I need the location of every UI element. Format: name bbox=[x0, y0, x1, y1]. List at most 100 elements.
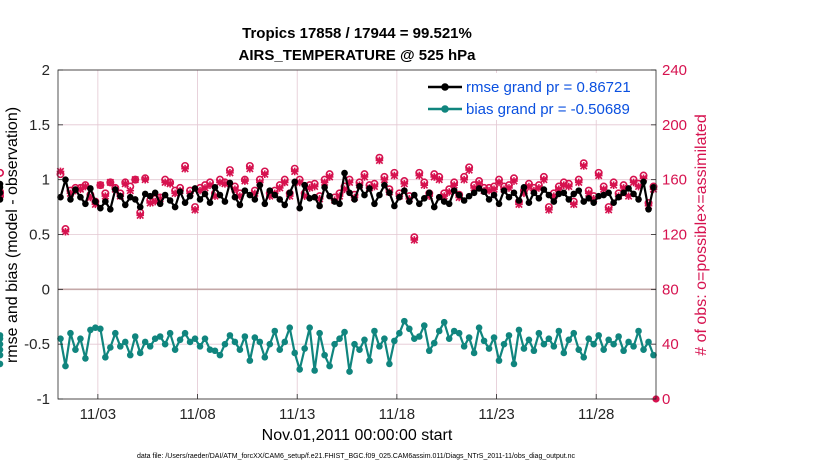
bias-point bbox=[306, 324, 313, 332]
bias-point bbox=[0, 346, 4, 353]
bias-point bbox=[136, 349, 144, 357]
bias-point bbox=[102, 354, 109, 361]
obs-assimilated-point bbox=[66, 189, 75, 198]
tick-marks bbox=[58, 69, 656, 400]
bias-point bbox=[256, 338, 264, 346]
rmse-point bbox=[121, 201, 129, 209]
rmse-point bbox=[171, 203, 179, 211]
obs-assimilated-point bbox=[56, 167, 65, 176]
obs-assimilated-point bbox=[171, 189, 179, 198]
x-tick-label: 11/18 bbox=[379, 406, 415, 423]
rmse-point bbox=[331, 198, 338, 205]
bias-point bbox=[435, 327, 443, 335]
legend-rmse-label: rmse grand pr = 0.86721 bbox=[466, 79, 631, 96]
obs-assimilated-point bbox=[584, 189, 593, 198]
rmse-point bbox=[266, 187, 274, 194]
y-right-tick-label: 120 bbox=[662, 227, 687, 244]
bias-point bbox=[525, 336, 533, 344]
y-axis-right-label: # of obs: o=possible×=assimilated bbox=[693, 114, 710, 355]
obs-assimilated-point bbox=[574, 178, 583, 187]
obs-assimilated-point bbox=[400, 179, 409, 188]
obs-assimilated-point bbox=[629, 178, 638, 187]
rmse-point bbox=[241, 187, 249, 194]
rmse-point bbox=[430, 203, 438, 211]
rmse-point bbox=[336, 200, 343, 208]
rmse-point bbox=[371, 200, 378, 208]
rmse-point bbox=[401, 187, 408, 194]
bias-point bbox=[445, 335, 453, 342]
rmse-point bbox=[97, 204, 104, 212]
bias-point bbox=[386, 360, 393, 368]
bias-point bbox=[0, 351, 4, 359]
bias-point bbox=[485, 345, 493, 352]
obs-assimilated-point bbox=[340, 185, 349, 194]
obs-assimilated-point bbox=[141, 175, 150, 184]
rmse-point bbox=[575, 187, 583, 194]
obs-assimilated-point bbox=[520, 189, 528, 198]
rmse-point bbox=[176, 188, 184, 196]
rmse-point bbox=[396, 193, 403, 201]
rmse-point bbox=[495, 200, 503, 208]
y-right-tick-label: 200 bbox=[662, 117, 687, 134]
y-tick-label: -1 bbox=[37, 391, 50, 408]
x-tick-label: 11/23 bbox=[478, 406, 514, 423]
rmse-point bbox=[605, 189, 612, 197]
obs-assimilated-point bbox=[216, 178, 224, 187]
bias-point bbox=[201, 335, 209, 342]
bias-point bbox=[480, 337, 488, 345]
bias-point bbox=[296, 366, 303, 373]
obs-assimilated-point bbox=[315, 195, 324, 203]
rmse-point bbox=[166, 197, 174, 204]
obs-assimilated-point bbox=[624, 192, 633, 200]
obs-assimilated-point bbox=[360, 173, 369, 181]
rmse-point bbox=[281, 201, 289, 209]
y-right-tick-label: 0 bbox=[662, 391, 670, 408]
rmse-point bbox=[610, 199, 617, 206]
rmse-point bbox=[560, 189, 568, 197]
rmse-point bbox=[301, 181, 308, 189]
rmse-point bbox=[0, 184, 4, 191]
legend-rmse-marker bbox=[441, 83, 449, 91]
bias-point bbox=[515, 326, 523, 334]
obs-assimilated-point bbox=[390, 171, 399, 180]
rmse-point bbox=[570, 190, 578, 198]
rmse-point bbox=[291, 178, 299, 186]
bias-point bbox=[430, 339, 438, 347]
obs-assimilated-point bbox=[335, 192, 344, 200]
rmse-point bbox=[186, 192, 194, 200]
bias-point bbox=[77, 335, 84, 342]
bias-point bbox=[156, 333, 164, 340]
bias-point bbox=[236, 346, 244, 353]
bias-point bbox=[261, 354, 269, 361]
rmse-point bbox=[500, 187, 508, 194]
bias-point bbox=[151, 335, 159, 342]
obs-assimilated-point bbox=[634, 182, 643, 191]
obs-assimilated-point bbox=[604, 206, 613, 214]
rmse-point bbox=[381, 181, 388, 189]
obs-assimilated-point bbox=[475, 179, 483, 188]
rmse-point bbox=[102, 198, 109, 205]
rmse-point bbox=[640, 178, 647, 186]
legend: rmse grand pr = 0.86721 bias grand pr = … bbox=[420, 73, 649, 120]
rmse-point bbox=[520, 184, 528, 191]
bias-point bbox=[650, 351, 657, 359]
rmse-point bbox=[415, 200, 423, 208]
rmse-point bbox=[226, 179, 234, 187]
bias-point bbox=[555, 327, 563, 335]
obs-assimilated-point bbox=[440, 192, 449, 200]
obs-assimilated-point bbox=[61, 227, 70, 236]
bias-point bbox=[326, 362, 333, 370]
y-axis-right-label-assimilated: ×=assimilated bbox=[693, 114, 710, 213]
rmse-point bbox=[455, 191, 463, 199]
rmse-point bbox=[510, 189, 518, 197]
y-tick-label: -0.5 bbox=[24, 336, 50, 353]
obs-assimilated-point bbox=[450, 181, 458, 189]
y-tick-label: 1 bbox=[42, 172, 50, 189]
rmse-point bbox=[316, 202, 323, 210]
rmse-point bbox=[376, 191, 383, 199]
y-tick-label: 2 bbox=[42, 62, 50, 79]
bias-point bbox=[271, 327, 279, 335]
obs-assimilated-point bbox=[226, 169, 234, 177]
rmse-point bbox=[475, 185, 483, 192]
rmse-point bbox=[151, 189, 159, 197]
